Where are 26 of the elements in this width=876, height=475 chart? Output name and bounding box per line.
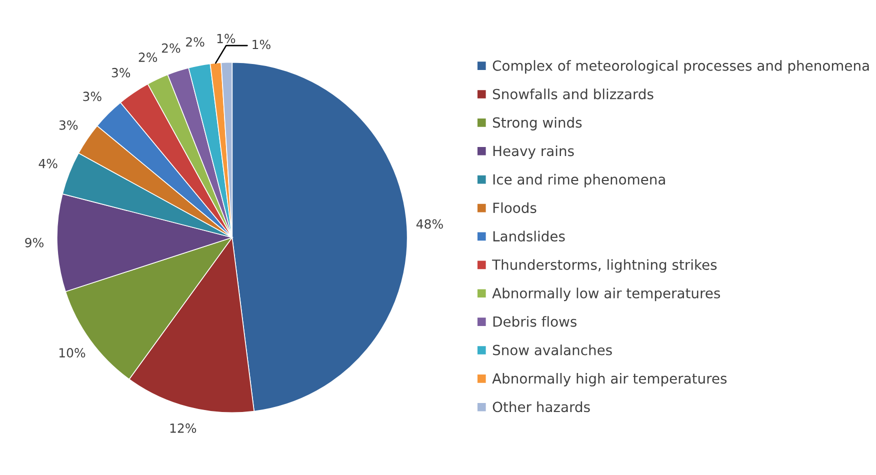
data-label: 3% [59,120,78,130]
data-label: 1% [252,40,270,50]
data-label: 48% [416,219,443,229]
data-label: 2% [162,43,180,53]
data-label: 9% [25,238,44,248]
legend-label: Strong winds [492,117,582,130]
data-label: 2% [138,52,158,62]
data-label: 10% [59,348,86,358]
legend-label: Complex of meteorological processes and phenomena [492,60,869,74]
legend-label: Snowfalls and blizzards [492,88,654,100]
data-label: 12% [170,423,196,433]
legend-label: Abnormally high air temperatures [492,372,727,386]
legend-label: Ice and rime phenomena [493,174,665,188]
legend-label: Thunderstorms, lightning strikes [492,259,717,273]
data-label: 1% [217,34,236,44]
data-label: 3% [112,68,130,78]
legend-label: Abnormally low air temperatures [492,288,720,302]
legend-label: Debris flows [493,316,576,327]
data-label: 3% [83,92,102,102]
legend-label: Floods [493,202,536,214]
data-label: 2% [186,37,204,47]
legend-label: Snow avalanches [492,344,612,356]
data-label: 4% [38,158,58,168]
legend-label: Landslides [493,230,565,242]
legend-label: Other hazards [492,401,590,412]
legend-label: Heavy rains [493,145,574,159]
